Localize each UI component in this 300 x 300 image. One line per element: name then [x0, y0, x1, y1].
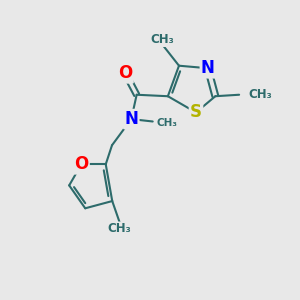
Text: S: S	[190, 103, 202, 122]
Text: CH₃: CH₃	[151, 33, 175, 46]
Text: N: N	[124, 110, 138, 128]
Text: CH₃: CH₃	[248, 88, 272, 101]
Text: O: O	[74, 155, 88, 173]
Text: CH₃: CH₃	[156, 118, 177, 128]
Text: CH₃: CH₃	[108, 223, 131, 236]
Text: O: O	[118, 64, 133, 82]
Text: N: N	[201, 59, 215, 77]
